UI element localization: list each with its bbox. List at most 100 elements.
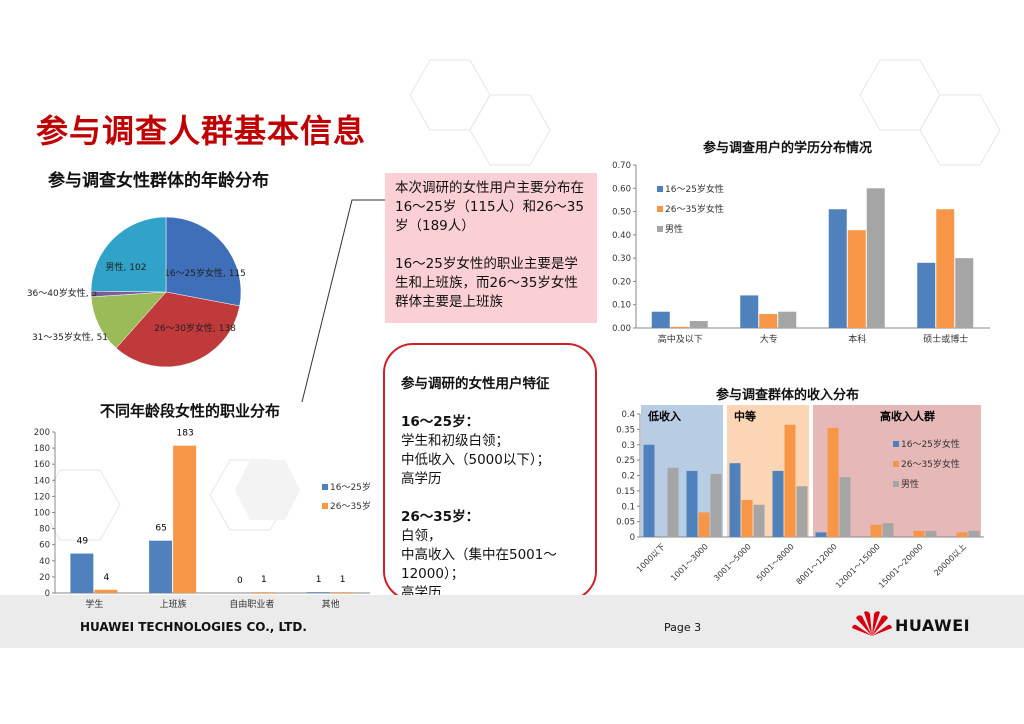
bar xyxy=(698,512,710,537)
features-callout: 参与调研的女性用户特征 16～25岁： 学生和初级白领； 中低收入（5000以下… xyxy=(383,343,597,601)
bar xyxy=(968,530,980,537)
brand-name: HUAWEI xyxy=(895,616,971,635)
y-tick-label: 0.70 xyxy=(612,161,631,171)
bar xyxy=(651,311,670,328)
footer-bar xyxy=(0,595,1024,648)
y-tick-label: 0.00 xyxy=(612,324,631,334)
y-tick-label: 120 xyxy=(34,492,50,502)
features-heading: 参与调研的女性用户特征 xyxy=(401,376,550,392)
legend-label: 男性 xyxy=(901,478,919,490)
y-tick-label: 0.10 xyxy=(612,301,631,311)
page-title: 参与调查人群基本信息 xyxy=(36,112,367,150)
group1-title: 16～25岁： xyxy=(401,414,480,430)
x-tick-label: 其他 xyxy=(322,598,340,610)
legend-swatch xyxy=(893,461,899,467)
pie-chart-title: 参与调查女性群体的年龄分布 xyxy=(48,171,269,191)
y-tick-label: 60 xyxy=(39,541,50,551)
data-label: 49 xyxy=(77,537,89,547)
income-band-label: 中等 xyxy=(734,409,756,423)
bar xyxy=(689,321,708,328)
income-chart-title: 参与调查群体的收入分布 xyxy=(716,388,860,403)
y-tick-label: 140 xyxy=(34,476,50,486)
legend-swatch xyxy=(322,484,328,490)
income-band-label: 高收入人群 xyxy=(880,409,935,423)
bar xyxy=(741,500,753,537)
y-tick-label: 0 xyxy=(630,533,635,543)
data-label: 183 xyxy=(177,429,194,439)
y-tick-label: 0.30 xyxy=(612,254,631,264)
bar xyxy=(729,463,741,537)
x-tick-label: 12001～15000 xyxy=(834,542,882,590)
bar xyxy=(667,467,679,537)
bar xyxy=(149,540,173,593)
pie-slice-label: 31～35岁女性, 51 xyxy=(32,331,108,343)
occupation-chart-title: 不同年龄段女性的职业分布 xyxy=(100,402,281,420)
summary-paragraph-1: 本次调研的女性用户主要分布在16～25岁（115人）和26～35岁（189人） xyxy=(395,180,584,234)
pie-slice-label: 男性, 102 xyxy=(106,261,147,273)
data-label: 0 xyxy=(237,576,243,586)
y-tick-label: 160 xyxy=(34,460,50,470)
y-tick-label: 0.3 xyxy=(621,441,635,451)
x-tick-label: 大专 xyxy=(760,333,778,345)
bar xyxy=(759,314,778,328)
x-tick-label: 高中及以下 xyxy=(658,333,703,345)
x-tick-label: 3001～5000 xyxy=(712,542,753,583)
bar xyxy=(643,444,655,537)
legend-label: 26～35岁女性 xyxy=(665,203,724,215)
y-tick-label: 200 xyxy=(34,428,50,438)
bar xyxy=(866,188,885,328)
bar xyxy=(753,504,765,537)
bar xyxy=(870,524,882,537)
page-number: Page 3 xyxy=(664,621,702,634)
data-label: 65 xyxy=(155,524,166,534)
x-tick-label: 5001～8000 xyxy=(755,542,796,583)
bar xyxy=(925,530,937,537)
bar xyxy=(955,258,974,328)
legend-swatch xyxy=(893,481,899,487)
data-label: 1 xyxy=(340,575,346,585)
pie-slice xyxy=(90,291,167,349)
y-tick-label: 0 xyxy=(45,589,50,599)
y-tick-label: 0.05 xyxy=(616,518,635,528)
legend-swatch xyxy=(893,441,899,447)
bar xyxy=(251,592,275,593)
legend-label: 男性 xyxy=(665,223,683,235)
pie-slice xyxy=(90,216,167,293)
bar xyxy=(815,532,827,537)
x-tick-label: 15001～20000 xyxy=(877,542,925,590)
x-tick-label: 学生 xyxy=(85,598,103,610)
legend-label: 16～25岁女性 xyxy=(665,183,724,195)
legend-label: 26～35岁 xyxy=(330,500,371,512)
bar xyxy=(784,424,796,537)
bar xyxy=(670,326,689,328)
legend-swatch xyxy=(657,206,663,212)
y-tick-label: 0.15 xyxy=(616,487,635,497)
y-tick-label: 0.1 xyxy=(621,502,635,512)
y-tick-label: 180 xyxy=(34,444,50,454)
y-tick-label: 0.25 xyxy=(616,456,635,466)
bar xyxy=(839,477,851,537)
x-tick-label: 自由职业者 xyxy=(229,598,274,610)
y-tick-label: 0.35 xyxy=(616,425,635,435)
bar xyxy=(740,295,759,328)
group2-title: 26～35岁： xyxy=(401,509,480,525)
bar xyxy=(70,553,94,593)
y-tick-label: 0.50 xyxy=(612,208,631,218)
legend-swatch xyxy=(657,226,663,232)
pie-slice-label: 26～30岁女性, 138 xyxy=(154,322,236,334)
bar xyxy=(913,530,925,537)
education-chart-title: 参与调查用户的学历分布情况 xyxy=(703,141,873,156)
bar xyxy=(686,470,698,537)
x-tick-label: 上班族 xyxy=(160,598,187,610)
summary-paragraph-2: 16～25岁女性的职业主要是学生和上班族，而26～35岁女性群体主要是上班族 xyxy=(395,256,578,310)
group2-line: 白领， xyxy=(401,528,442,544)
income-band-label: 低收入 xyxy=(647,409,681,423)
bar xyxy=(956,532,968,537)
y-tick-label: 100 xyxy=(34,509,50,519)
bar xyxy=(796,486,808,537)
group1-line: 高学历 xyxy=(401,471,442,487)
x-tick-label: 20000以上 xyxy=(932,542,968,578)
bar xyxy=(173,445,197,593)
